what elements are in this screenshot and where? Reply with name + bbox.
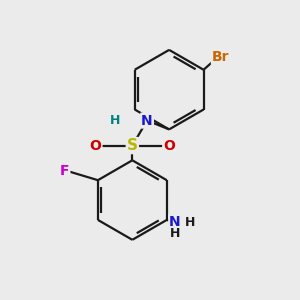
Text: H: H xyxy=(184,216,195,229)
Text: N: N xyxy=(141,114,153,128)
Text: H: H xyxy=(110,114,120,127)
Text: H: H xyxy=(170,227,180,240)
Text: N: N xyxy=(169,215,181,229)
Text: O: O xyxy=(90,139,101,153)
Text: F: F xyxy=(60,164,69,178)
Text: Br: Br xyxy=(212,50,230,64)
Text: S: S xyxy=(127,138,138,153)
Text: O: O xyxy=(163,139,175,153)
